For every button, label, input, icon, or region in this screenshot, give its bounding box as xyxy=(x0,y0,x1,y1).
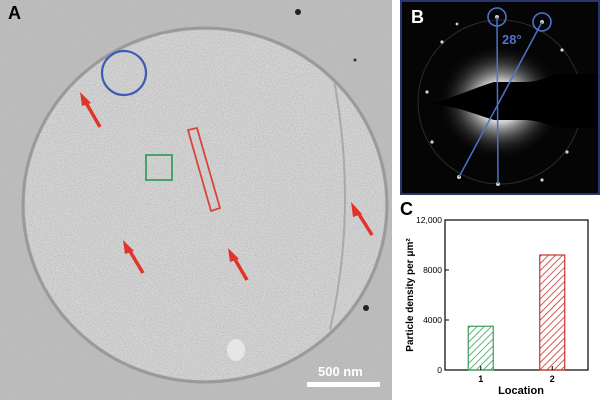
diffraction-pattern xyxy=(402,2,598,193)
diffraction-panel: B 28° xyxy=(400,0,600,195)
x-axis-label: Location xyxy=(498,385,544,397)
bar-chart-panel: C 0 4000 8000 12,000 1 2 Particle density per… xyxy=(400,198,600,400)
chart-axes xyxy=(444,219,589,371)
disc-rim xyxy=(21,26,389,384)
x-tick-label: 1 xyxy=(478,374,483,384)
indexing-line xyxy=(458,21,543,178)
scale-bar-label: 500 nm xyxy=(318,364,363,379)
panel-b-label: B xyxy=(411,7,424,27)
red-box-marker xyxy=(186,126,222,213)
particle-density-chart: 0 4000 8000 12,000 1 2 Particle density per μ… xyxy=(405,215,589,397)
red-arrows xyxy=(80,92,374,281)
y-tick-label: 8000 xyxy=(423,265,442,275)
debris-speck xyxy=(295,9,301,15)
beam-stopper xyxy=(432,74,598,128)
spot-marker xyxy=(487,7,507,27)
panel-c-label: C xyxy=(400,199,413,219)
angle-label: 28° xyxy=(502,32,522,47)
chart-bars xyxy=(467,254,566,371)
y-tick-label: 0 xyxy=(437,365,442,375)
x-tick-label: 2 xyxy=(550,374,555,384)
chart-ticks: 0 4000 8000 12,000 1 2 xyxy=(416,215,555,384)
y-tick-label: 4000 xyxy=(423,315,442,325)
bar-location-1 xyxy=(467,325,494,371)
scale-bar xyxy=(307,382,380,387)
panel-a-label: A xyxy=(8,3,21,23)
blue-circle-marker xyxy=(100,49,148,97)
arrow xyxy=(123,240,145,274)
y-axis-label: Particle density per μm² xyxy=(405,238,416,352)
plot-frame xyxy=(444,219,589,371)
crystal-blob xyxy=(227,339,245,361)
tem-image-panel: A 500 nm xyxy=(0,0,392,400)
debris-speck xyxy=(363,305,369,311)
tem-image xyxy=(0,0,392,400)
arrow xyxy=(351,202,374,236)
arrow xyxy=(80,92,102,128)
bar-location-2 xyxy=(539,254,566,371)
indexing-line xyxy=(496,16,499,185)
arrow xyxy=(228,248,249,281)
debris-speck xyxy=(353,58,357,62)
green-box-marker xyxy=(145,154,173,181)
spot-marker xyxy=(532,12,552,32)
y-tick-label: 12,000 xyxy=(416,215,442,225)
